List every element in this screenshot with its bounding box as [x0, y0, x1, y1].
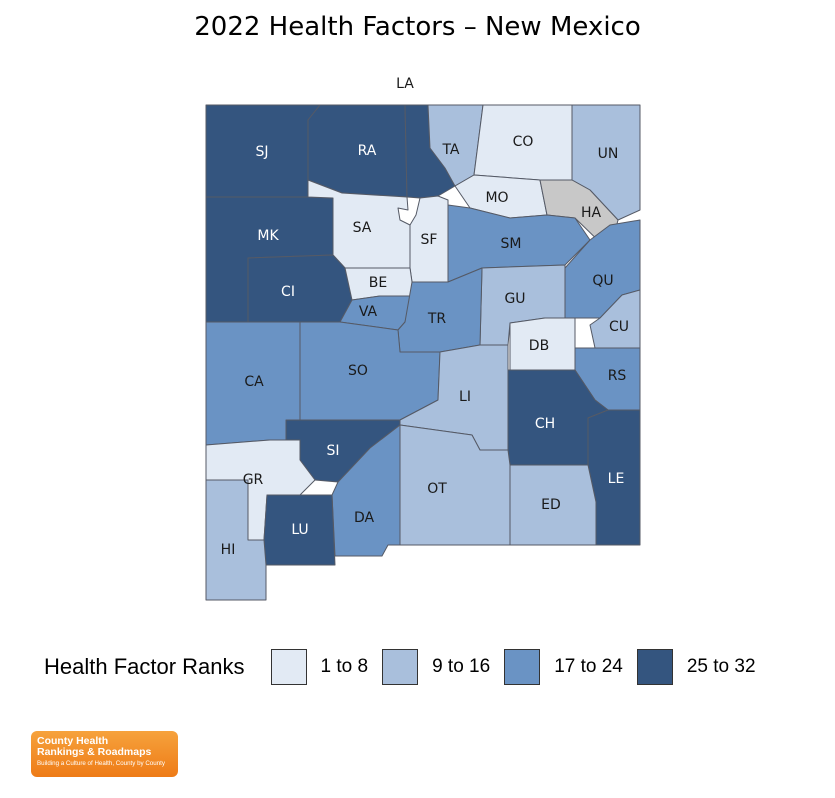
county-label-gr: GR [243, 472, 264, 488]
county-label-mk: MK [257, 228, 279, 244]
county-ot [399, 424, 511, 546]
legend-swatch-tier-4 [636, 649, 673, 685]
county-label-so: SO [348, 363, 368, 379]
county-label-ci: CI [281, 284, 295, 300]
legend-label-tier-3: 17 to 24 [554, 656, 623, 677]
county-label-un: UN [598, 146, 619, 162]
county-label-qu: QU [592, 273, 613, 289]
county-label-gu: GU [504, 291, 525, 307]
logo-line2: Rankings & Roadmaps [37, 746, 152, 758]
new-mexico-county-map: SJ RA LA TA CO UN MO HA MK SA SF SM CI BE QU GU VA TR CU DB… [205, 76, 641, 601]
legend-item-tier-4: 25 to 32 [636, 649, 756, 685]
county-health-rankings-logo: County Health Rankings & Roadmaps Buildi… [31, 731, 178, 777]
county-db [509, 317, 576, 371]
county-label-ra: RA [358, 143, 377, 159]
county-label-lu: LU [291, 522, 308, 538]
county-label-sm: SM [501, 236, 522, 252]
legend-title: Health Factor Ranks [44, 654, 245, 679]
county-label-sa: SA [353, 220, 372, 236]
county-label-hi: HI [221, 542, 236, 558]
county-label-mo: MO [485, 190, 508, 206]
legend-label-tier-4: 25 to 32 [686, 656, 756, 677]
logo-line1: County Health [37, 735, 109, 747]
legend-item-tier-2: 9 to 16 [382, 649, 490, 685]
legend-label-tier-1: 1 to 8 [320, 656, 369, 677]
county-label-ca: CA [244, 374, 264, 390]
county-label-be: BE [369, 275, 387, 291]
map-title: 2022 Health Factors – New Mexico [194, 12, 641, 42]
county-label-li: LI [459, 389, 471, 405]
county-ci [247, 254, 353, 323]
county-label-sj: SJ [255, 144, 268, 160]
county-label-la: LA [396, 76, 414, 92]
county-hi [205, 479, 267, 601]
legend-label-tier-2: 9 to 16 [432, 656, 491, 677]
county-label-si: SI [326, 443, 339, 459]
county-label-da: DA [354, 510, 375, 526]
logo-tagline: Building a Culture of Health, County by … [37, 760, 165, 767]
county-label-db: DB [529, 338, 549, 354]
county-label-va: VA [359, 304, 378, 320]
county-label-le: LE [608, 471, 625, 487]
legend-item-tier-3: 17 to 24 [504, 649, 623, 685]
county-label-ed: ED [541, 497, 561, 513]
county-label-tr: TR [427, 311, 447, 327]
county-label-ha: HA [581, 205, 602, 221]
legend: Health Factor Ranks 1 to 8 9 to 16 17 to… [44, 645, 770, 689]
county-label-ta: TA [441, 142, 459, 158]
county-label-cu: CU [609, 319, 629, 335]
county-label-ot: OT [427, 481, 447, 497]
legend-swatch-tier-2 [382, 649, 419, 685]
legend-swatch-tier-3 [504, 649, 541, 685]
county-label-co: CO [513, 134, 534, 150]
county-label-rs: RS [608, 368, 627, 384]
county-label-sf: SF [421, 232, 438, 248]
legend-swatch-tier-1 [270, 649, 307, 685]
county-ed [509, 464, 597, 546]
county-label-ch: CH [535, 416, 555, 432]
legend-item-tier-1: 1 to 8 [270, 649, 369, 685]
